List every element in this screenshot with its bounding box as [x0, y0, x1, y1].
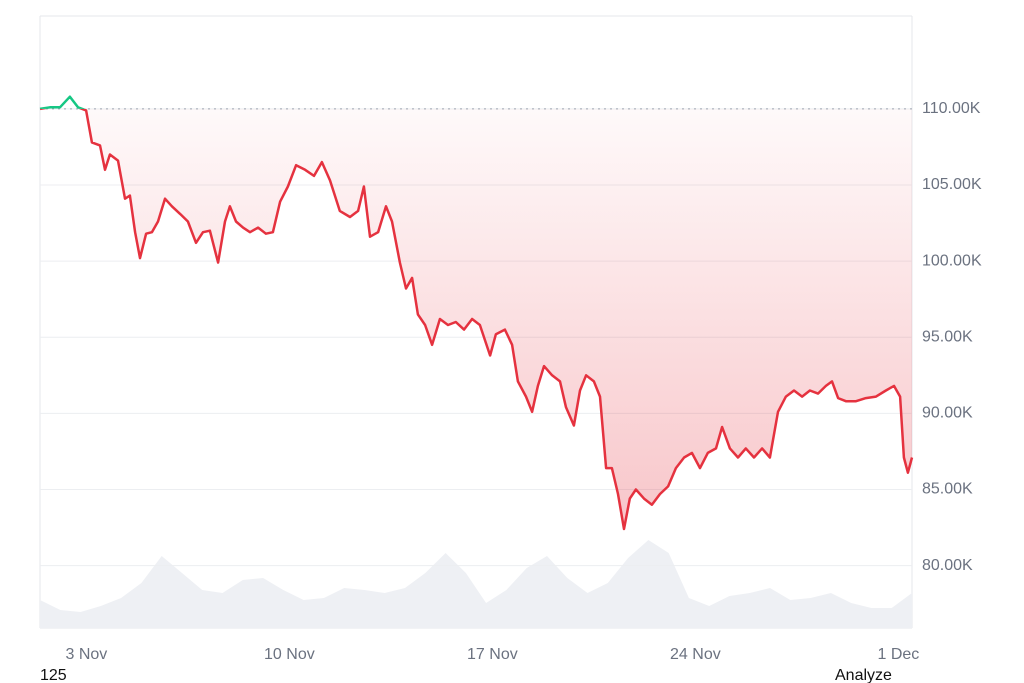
- y-tick-label: 95.00K: [922, 328, 973, 345]
- x-tick-label: 3 Nov: [65, 646, 107, 663]
- x-tick-label: 10 Nov: [264, 646, 315, 663]
- area-below-baseline: [40, 108, 912, 529]
- x-tick-label: 17 Nov: [467, 646, 518, 663]
- y-tick-label: 80.00K: [922, 557, 973, 574]
- volume-area: [40, 540, 912, 628]
- y-tick-label: 110.00K: [922, 100, 981, 117]
- y-tick-label: 105.00K: [922, 176, 982, 193]
- y-tick-label: 90.00K: [922, 405, 973, 422]
- footer-left: 125: [40, 667, 67, 683]
- y-tick-label: 100.00K: [922, 252, 982, 269]
- footer-right[interactable]: Analyze: [835, 667, 892, 683]
- x-tick-label: 1 Dec: [877, 646, 919, 663]
- x-tick-label: 24 Nov: [670, 646, 721, 663]
- price-line-below: [39, 108, 914, 531]
- y-tick-label: 85.00K: [922, 481, 973, 498]
